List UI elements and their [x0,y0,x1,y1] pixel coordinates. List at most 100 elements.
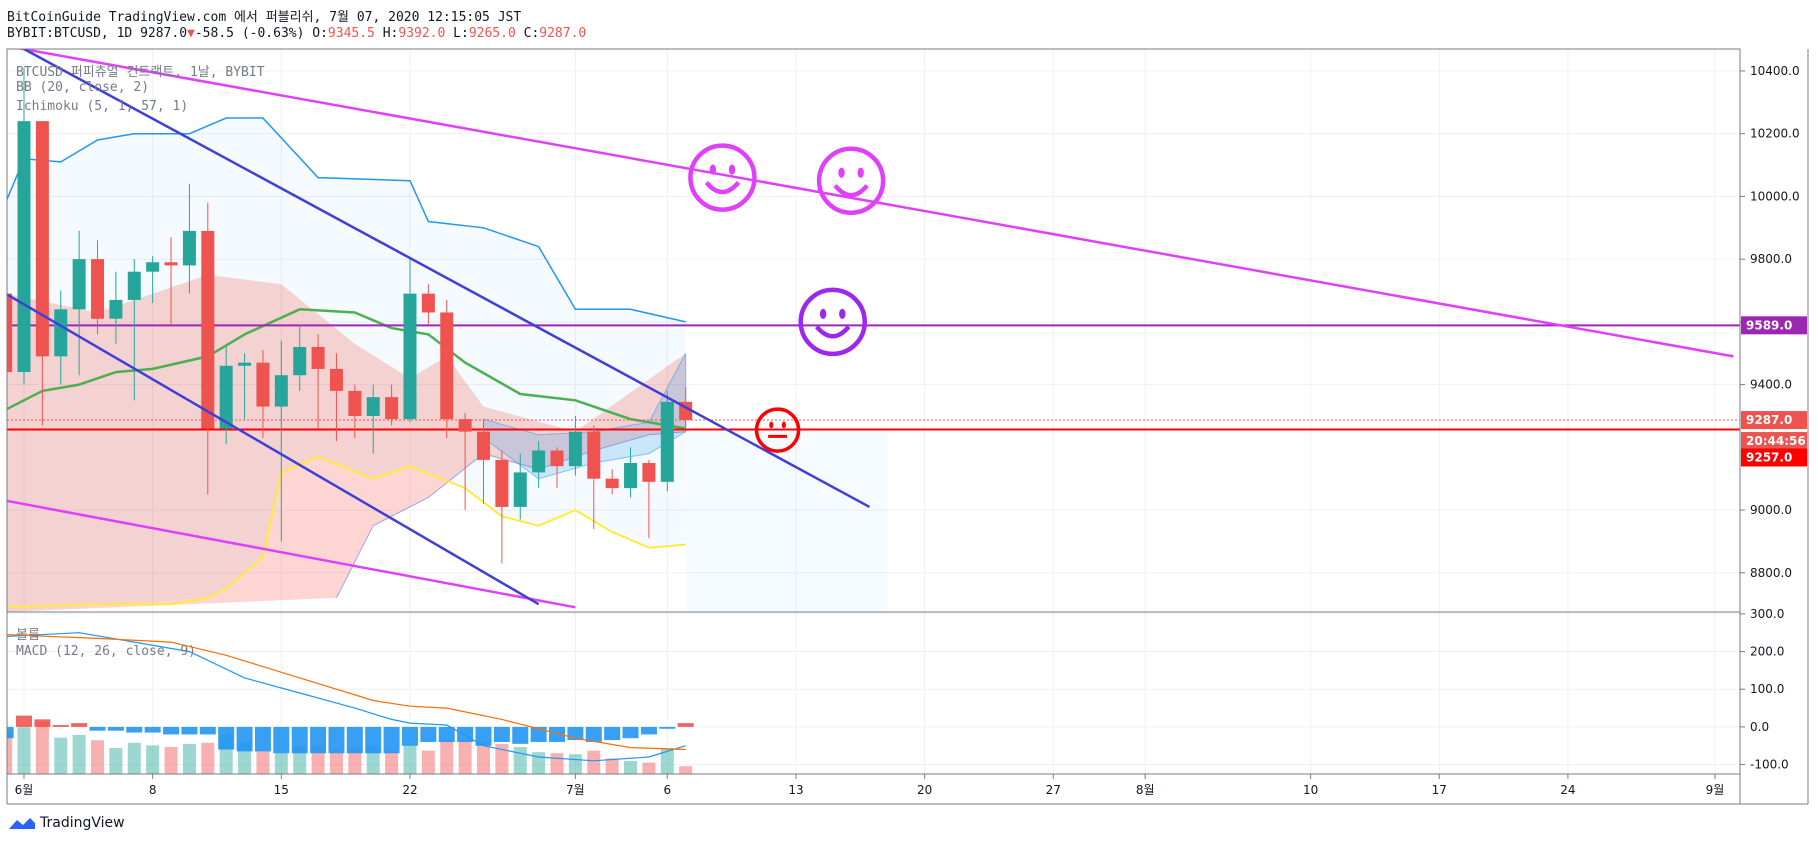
volume-bar [587,750,601,774]
face-eye [781,421,786,429]
macd-histogram-bar [273,726,290,754]
cloud-extension [685,428,888,612]
symbol-label: BYBIT:BTCUSD, 1D [7,26,133,41]
y-tick-label: 8800.0 [1750,566,1792,580]
x-tick-label: 10 [1303,783,1318,797]
macd-y-tick-label: 200.0 [1750,645,1784,659]
volume-bar [256,750,270,774]
macd-histogram-bar [218,726,235,750]
close-label: C: [523,26,540,41]
trendline [7,499,576,609]
macd-histogram-bar [236,726,253,752]
candle-body [311,346,325,369]
volume-bar [72,735,86,774]
price-tag: 20:44:56 [1741,432,1807,451]
price-tag-label: 9287.0 [1746,413,1792,427]
x-tick-label: 13 [788,783,803,797]
volume-bar [624,761,638,774]
face-eye [857,167,864,178]
macd-y-tick-label: 100.0 [1750,682,1784,696]
x-tick-label: 22 [402,783,417,797]
volume-bar [182,743,196,774]
macd-histogram-bar [7,726,14,739]
change-value: -58.5 (-0.63%) [194,26,305,41]
face-outline [798,287,867,357]
candle-body [568,431,582,467]
x-tick-label: 27 [1046,783,1061,797]
candle-body [164,262,178,266]
volume-bar [91,740,105,774]
macd-histogram-bar [585,726,602,742]
volume-bar [54,737,68,774]
candle-body [513,472,527,507]
volume-bar [477,742,490,774]
volume-bar [35,722,49,774]
axes: 10400.010200.010000.09800.09600.09400.09… [15,64,1800,797]
x-tick-label: 20 [917,783,932,797]
candle-body [274,375,288,407]
bb-lower-line [207,455,686,599]
macd-histogram-bar [310,726,327,754]
macd-histogram-bar [475,726,492,746]
ichimoku-legend[interactable]: Ichimoku (5, 1, 57, 1) [16,99,189,114]
macd-line [7,632,686,762]
volume-bar [109,748,123,774]
macd-y-tick-label: 0.0 [1750,720,1769,734]
open-value: 9345.5 [327,26,375,41]
candle-body [109,299,123,319]
happy-face-icon [816,146,886,215]
y-tick-label: 9400.0 [1750,378,1792,392]
macd-y-tick-label: 300.0 [1750,607,1784,621]
candle-body [182,230,196,266]
face-eye [819,308,827,319]
face-eye [709,164,717,175]
macd-histogram-bar [126,726,143,733]
face-eye [769,421,774,429]
face-outline [754,407,801,453]
high-label: H: [382,26,399,41]
main-pane [7,49,1740,612]
macd-histogram-bar [199,726,216,735]
candle-body [532,450,546,473]
volume-bar [660,748,674,774]
volume-bar [329,749,343,774]
volume-bar [440,740,454,774]
open-label: O: [312,26,328,41]
macd-histogram-bar [328,726,345,754]
bb-upper-line [7,117,686,323]
candle-body [219,365,233,429]
candle-body [660,401,674,482]
volume-bar [513,746,527,774]
face-outline [816,146,886,215]
x-tick-label: 8월 [1136,783,1155,797]
face-outline [688,143,757,212]
macd-legend[interactable]: MACD (12, 26, close, 9) [16,644,197,659]
signal-line [7,634,686,751]
macd-histogram-bar [640,726,657,735]
candle-body [624,463,638,489]
volume-bar [550,753,564,774]
candle-body [421,293,435,313]
symbol-legend[interactable]: BTCUSD 퍼피츄얼 컨트랙트, 1날, BYBIT [16,65,265,80]
macd-histogram-bar [16,715,32,727]
macd-histogram-bar [420,726,437,742]
x-tick-label: 6월 [15,783,34,797]
macd-histogram-bar [89,726,106,731]
macd-histogram-bar [677,723,694,727]
macd-histogram-bar [457,726,474,742]
candle-body [293,346,307,376]
volume-legend[interactable]: 볼륨 [16,628,40,643]
macd-histogram-bar [144,726,161,733]
candle-body [550,450,564,467]
x-tick-label: 6 [663,783,671,797]
macd-histogram-bar [401,726,418,746]
candle-body [127,271,141,300]
candle-body [72,259,86,310]
neutral-face-icon [754,407,801,453]
x-tick-label: 15 [274,783,289,797]
tradingview-footer[interactable]: TradingView [8,815,125,831]
volume-bar [274,753,288,774]
y-tick-label: 10400.0 [1750,64,1800,78]
bb-legend[interactable]: BB (20, close, 2) [16,80,150,95]
